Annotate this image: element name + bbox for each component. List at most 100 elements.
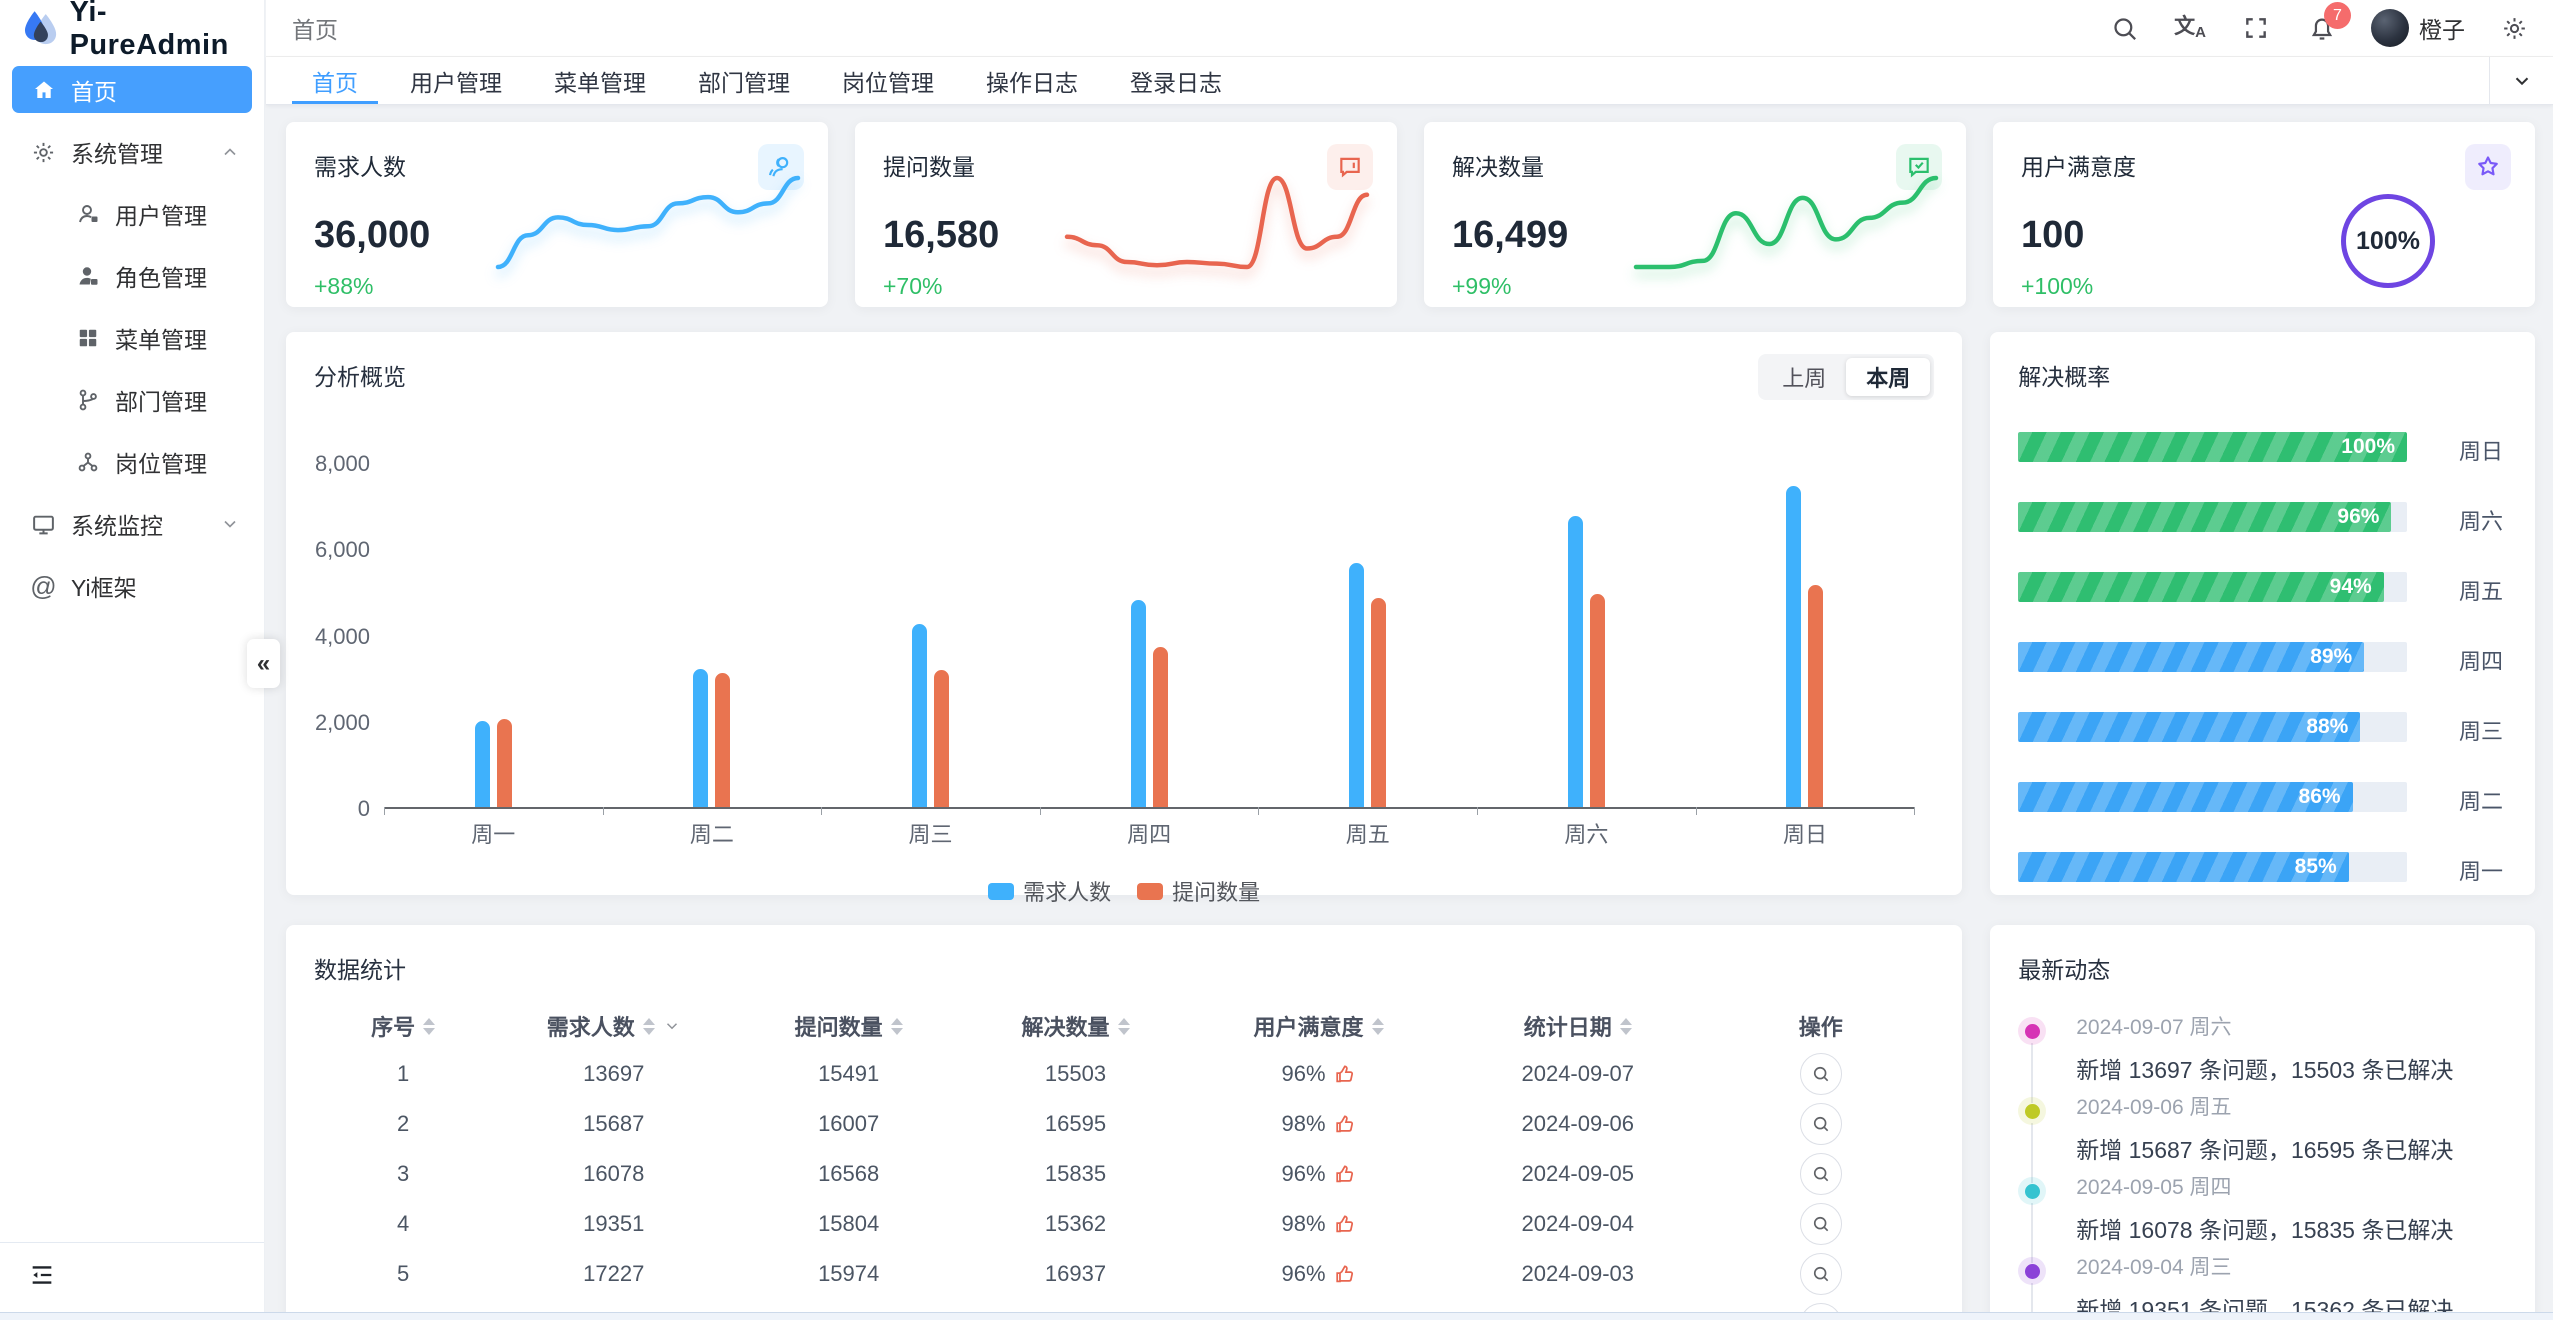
sort-carets-icon[interactable]	[1117, 1017, 1130, 1035]
thumbs-up-icon	[1335, 1265, 1353, 1283]
sidebar-item-post-management[interactable]: 岗位管理	[0, 431, 264, 493]
sidebar-menu: 首页 系统管理 用户管理 角色管理	[0, 58, 264, 617]
collapse-sidebar-icon[interactable]	[28, 1261, 56, 1289]
user-menu[interactable]: 橙子	[2371, 9, 2465, 47]
stat-value: 100	[2021, 214, 2085, 256]
solve-pct-label: 89%	[2310, 645, 2353, 668]
view-row-button[interactable]	[1799, 1053, 1842, 1095]
main-area: 首页 文A 7 橙子 首页 用户管理	[266, 0, 2553, 1320]
tab-user-management[interactable]: 用户管理	[410, 69, 502, 96]
cell-demand: 17227	[583, 1261, 645, 1286]
sort-carets-icon[interactable]	[1619, 1017, 1632, 1035]
sidebar-item-label: 部门管理	[115, 389, 207, 415]
sidebar-item-yi-framework[interactable]: @ Yi框架	[0, 555, 264, 617]
view-row-button[interactable]	[1799, 1253, 1842, 1295]
cell-satisfaction: 96%	[1189, 1049, 1448, 1099]
solve-pct-label: 94%	[2329, 575, 2372, 598]
notification-bell-icon[interactable]: 7	[2305, 2, 2351, 45]
solve-day-label: 周二	[2458, 789, 2503, 814]
y-tick: 0	[357, 796, 370, 821]
legend-item-demand[interactable]: 需求人数	[988, 875, 1111, 907]
magnifier-icon	[1813, 1266, 1829, 1282]
timeline-item: 2024-09-05 周四 新增 16078 条问题，15835 条已解决	[2018, 1169, 2507, 1263]
magnifier-icon	[1813, 1166, 1829, 1182]
col-satisfaction[interactable]: 用户满意度	[1189, 1003, 1448, 1049]
breadcrumb[interactable]: 首页	[292, 17, 338, 43]
tab-department-management[interactable]: 部门管理	[698, 69, 790, 96]
dashboard-content: 需求人数 36,000 +88% 提问数量 16,580 +70% 解决数量	[266, 105, 2553, 1320]
sort-carets-icon[interactable]	[423, 1017, 436, 1035]
sidebar-item-label: 系统监控	[71, 513, 163, 539]
bar-group	[1040, 600, 1259, 807]
solve-pct-label: 88%	[2306, 715, 2349, 738]
user-icon	[74, 201, 101, 228]
legend-item-questions[interactable]: 提问数量	[1137, 875, 1260, 907]
sidebar-item-label: 首页	[71, 78, 117, 105]
col-solved[interactable]: 解决数量	[962, 1003, 1189, 1049]
sidebar-item-system-monitor[interactable]: 系统监控	[0, 493, 264, 555]
sidebar-item-menu-management[interactable]: 菜单管理	[0, 307, 264, 369]
sidebar-item-label: 系统管理	[71, 141, 163, 167]
sort-carets-icon[interactable]	[642, 1017, 655, 1035]
horizontal-scrollbar[interactable]	[0, 1312, 2553, 1320]
app-logo[interactable]: Yi-PureAdmin	[0, 0, 264, 61]
sidebar-collapse-handle[interactable]: «	[247, 639, 280, 688]
sort-carets-icon[interactable]	[1371, 1017, 1384, 1035]
x-axis-labels: 周一 周二 周三 周四 周五 周六 周日	[384, 817, 1914, 849]
chat-icon	[1327, 144, 1373, 190]
home-icon	[30, 76, 57, 103]
tab-home[interactable]: 首页	[286, 57, 384, 104]
timeline-date: 2024-09-07 周六	[2076, 1016, 2232, 1039]
cell-solved: 15362	[1044, 1211, 1107, 1236]
col-questions[interactable]: 提问数量	[735, 1003, 962, 1049]
sidebar-item-label: Yi框架	[71, 575, 137, 601]
filter-chevron-down-icon[interactable]	[663, 1017, 681, 1035]
tab-post-management[interactable]: 岗位管理	[842, 69, 934, 96]
tab-login-log[interactable]: 登录日志	[1130, 69, 1222, 96]
cell-questions: 16568	[818, 1161, 880, 1186]
x-tick: 周二	[689, 822, 734, 847]
cell-actions	[1707, 1249, 1934, 1299]
sidebar-item-department-management[interactable]: 部门管理	[0, 369, 264, 431]
tab-operation-log[interactable]: 操作日志	[986, 69, 1078, 96]
x-tick: 周三	[908, 822, 953, 847]
timeline-date: 2024-09-05 周四	[2076, 1176, 2232, 1199]
share-nodes-icon	[74, 449, 101, 476]
stat-delta: +88%	[314, 273, 374, 299]
solve-day-label: 周四	[2458, 649, 2503, 674]
sidebar-item-home[interactable]: 首页	[12, 66, 252, 113]
view-row-button[interactable]	[1799, 1153, 1842, 1195]
sidebar-item-label: 岗位管理	[115, 451, 207, 477]
translate-icon[interactable]: 文A	[2174, 15, 2206, 41]
message-check-icon	[1896, 144, 1942, 190]
cell-date: 2024-09-06	[1521, 1111, 1635, 1136]
table-header-row: 序号 需求人数 提问数量 解决数量 用户满意度 统计日期 操作	[314, 1003, 1934, 1049]
view-row-button[interactable]	[1799, 1203, 1842, 1245]
analysis-overview-card: 分析概览 上周 本周 0 2,000 4,000 6,000 8,000	[286, 332, 1963, 905]
stat-title: 提问数量	[883, 154, 975, 180]
tabs-dropdown-chevron-icon[interactable]	[2489, 57, 2553, 104]
chevron-up-icon	[220, 142, 240, 162]
cell-date: 2024-09-07	[1521, 1061, 1635, 1086]
last-week-button[interactable]: 上周	[1782, 366, 1827, 391]
stat-delta: +99%	[1452, 273, 1512, 299]
sidebar-item-user-management[interactable]: 用户管理	[0, 183, 264, 245]
view-row-button[interactable]	[1799, 1103, 1842, 1145]
solve-rate-row: 94% 周五	[2018, 572, 2507, 604]
settings-gear-icon[interactable]	[2497, 11, 2531, 45]
this-week-button[interactable]: 本周	[1846, 358, 1931, 396]
sort-carets-icon[interactable]	[890, 1017, 903, 1035]
tab-menu-management[interactable]: 菜单管理	[554, 69, 646, 96]
col-demand[interactable]: 需求人数	[492, 1003, 735, 1049]
bar-group	[384, 719, 603, 807]
magnifier-icon	[1813, 1066, 1829, 1082]
table-row: 4 19351 15804 15362 98% 2024-09-04	[314, 1199, 1934, 1249]
sidebar-item-system-management[interactable]: 系统管理	[0, 121, 264, 183]
legend-swatch-orange	[1137, 882, 1164, 900]
search-icon[interactable]	[2107, 11, 2141, 45]
y-tick: 2,000	[314, 710, 370, 735]
fullscreen-icon[interactable]	[2239, 11, 2273, 45]
col-date[interactable]: 统计日期	[1448, 1003, 1707, 1049]
col-seq[interactable]: 序号	[314, 1003, 492, 1049]
sidebar-item-role-management[interactable]: 角色管理	[0, 245, 264, 307]
